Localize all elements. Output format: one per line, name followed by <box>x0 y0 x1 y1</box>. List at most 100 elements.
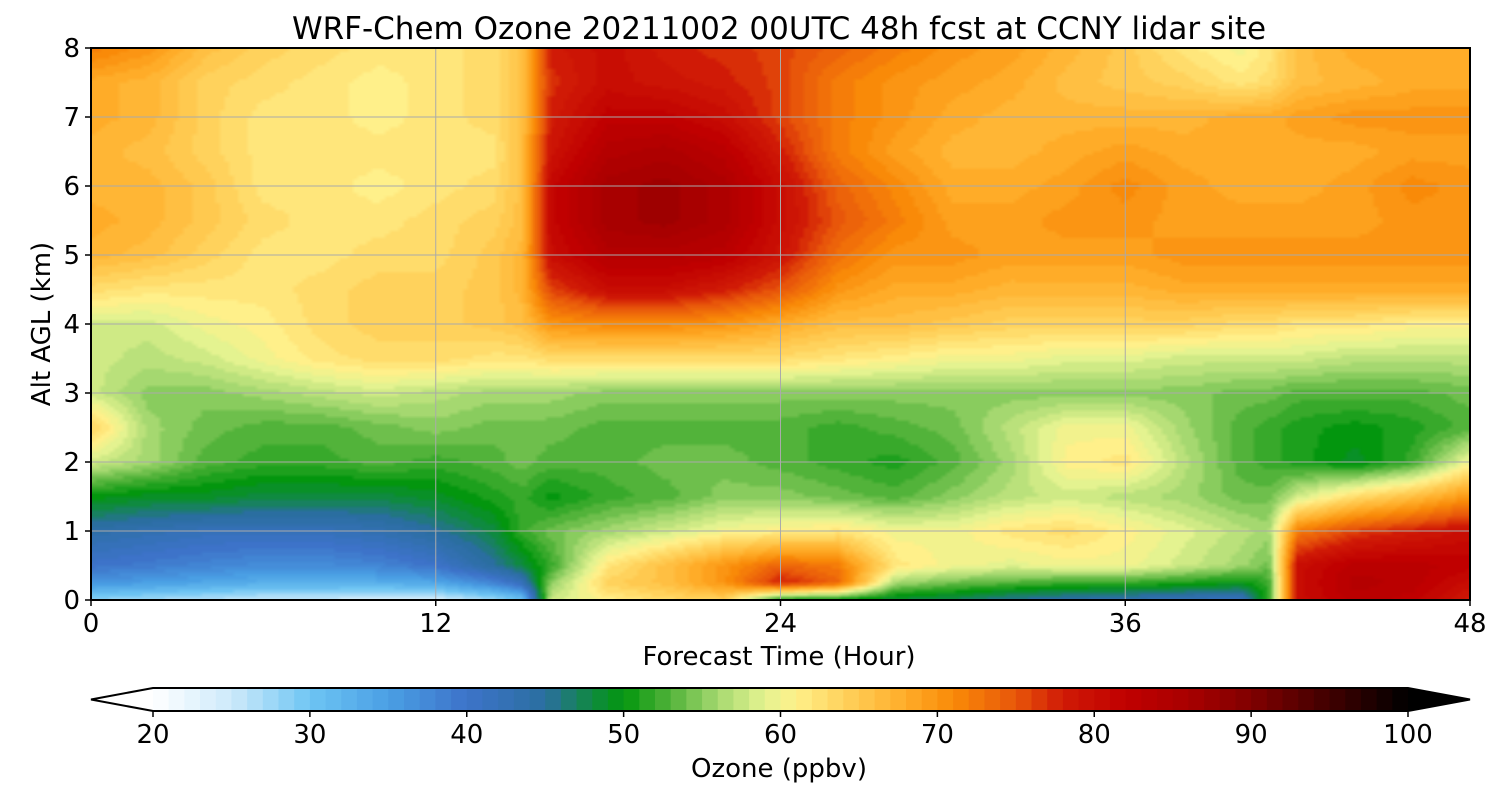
chart-title: WRF-Chem Ozone 20211002 00UTC 48h fcst a… <box>292 11 1266 47</box>
colorbar-bin <box>262 688 280 711</box>
colorbar-bin <box>843 688 860 711</box>
colorbar-bin <box>1219 688 1237 711</box>
colorbar-tick-label: 50 <box>607 720 640 750</box>
colorbar-bin <box>168 688 185 711</box>
colorbar-bin <box>796 688 813 711</box>
colorbar-bin <box>372 688 389 711</box>
colorbar-bin <box>1345 688 1362 711</box>
colorbar-bin <box>529 688 546 711</box>
colorbar-bin <box>906 688 923 711</box>
colorbar-bin <box>890 688 907 711</box>
colorbar-bin <box>1251 688 1268 711</box>
colorbar-bin <box>937 688 954 711</box>
x-tick-label: 36 <box>1109 609 1142 639</box>
colorbar-bin <box>984 688 1001 711</box>
colorbar-bin <box>404 688 421 711</box>
colorbar-bin <box>764 688 782 711</box>
y-axis-label: Alt AGL (km) <box>27 242 57 406</box>
colorbar-bin <box>1282 688 1299 711</box>
colorbar-bin <box>325 688 342 711</box>
colorbar-bin <box>153 688 170 711</box>
colorbar-bin <box>356 688 374 711</box>
colorbar-tick-label: 90 <box>1235 720 1268 750</box>
colorbar-bin <box>639 688 656 711</box>
colorbar: 20 30 40 50 60 70 80 90 100 <box>90 687 1471 750</box>
colorbar-bin <box>247 688 264 711</box>
colorbar-bin <box>1298 688 1315 711</box>
colorbar-bin <box>733 688 750 711</box>
x-tick-label: 24 <box>764 609 797 639</box>
y-tick-label: 4 <box>63 310 80 340</box>
colorbar-tick-label: 40 <box>450 720 483 750</box>
colorbar-bin <box>953 688 970 711</box>
x-axis-label: Forecast Time (Hour) <box>642 642 915 672</box>
colorbar-bin <box>200 688 217 711</box>
colorbar-bin <box>717 688 735 711</box>
colorbar-bin <box>1235 688 1252 711</box>
colorbar-bin <box>921 688 938 711</box>
y-tick-label: 8 <box>63 34 80 64</box>
colorbar-bin <box>1000 688 1017 711</box>
colorbar-tick-label: 70 <box>921 720 954 750</box>
colorbar-bin <box>1313 688 1331 711</box>
colorbar-extend-high <box>1408 688 1470 711</box>
colorbar-bin <box>1078 688 1095 711</box>
colorbar-bin <box>1015 688 1033 711</box>
colorbar-bin <box>388 688 405 711</box>
colorbar-bin <box>780 688 797 711</box>
plot-area <box>90 47 1471 601</box>
colorbar-bin <box>1172 688 1189 711</box>
colorbar-bin <box>231 688 248 711</box>
colorbar-bin <box>1204 688 1221 711</box>
colorbar-bin <box>1109 688 1127 711</box>
colorbar-bin <box>294 688 311 711</box>
colorbar-bin <box>215 688 233 711</box>
colorbar-bin <box>874 688 891 711</box>
y-tick-label: 6 <box>63 172 80 202</box>
colorbar-bin <box>482 688 499 711</box>
colorbar-extend-low <box>91 688 153 711</box>
x-tick-label: 0 <box>83 609 100 639</box>
colorbar-bin <box>858 688 876 711</box>
colorbar-bin <box>811 688 829 711</box>
colorbar-bin <box>466 688 484 711</box>
colorbar-bin <box>435 688 452 711</box>
colorbar-bin <box>419 688 436 711</box>
y-tick-label: 5 <box>63 241 80 271</box>
colorbar-bin <box>1031 688 1048 711</box>
colorbar-bin <box>560 688 578 711</box>
colorbar-bin <box>686 688 703 711</box>
colorbar-bin <box>545 688 562 711</box>
colorbar-bin <box>341 688 358 711</box>
colorbar-bin <box>1360 688 1378 711</box>
colorbar-bin <box>1125 688 1142 711</box>
colorbar-tick-label: 60 <box>764 720 797 750</box>
colorbar-tick-label: 80 <box>1078 720 1111 750</box>
colorbar-bin <box>1188 688 1205 711</box>
colorbar-bin <box>670 688 687 711</box>
colorbar-bin <box>278 688 295 711</box>
y-tick-label: 1 <box>63 517 80 547</box>
y-tick-label: 7 <box>63 103 80 133</box>
colorbar-bin <box>576 688 593 711</box>
colorbar-bin <box>1376 688 1393 711</box>
colorbar-bin <box>1141 688 1158 711</box>
y-axis: 0 1 2 3 4 5 6 7 8 <box>63 34 91 616</box>
colorbar-bin <box>184 688 201 711</box>
x-tick-label: 12 <box>419 609 452 639</box>
colorbar-bin <box>1329 688 1346 711</box>
colorbar-bin <box>1047 688 1064 711</box>
colorbar-bin <box>513 688 531 711</box>
colorbar-bin <box>607 688 625 711</box>
y-tick-label: 0 <box>63 586 80 616</box>
colorbar-bin <box>968 688 986 711</box>
y-tick-label: 2 <box>63 448 80 478</box>
x-axis: 0 12 24 36 48 <box>83 600 1487 639</box>
colorbar-bin <box>623 688 640 711</box>
colorbar-bin <box>1157 688 1174 711</box>
colorbar-bin <box>309 688 327 711</box>
x-tick-label: 48 <box>1453 609 1486 639</box>
colorbar-bin <box>498 688 515 711</box>
colorbar-label: Ozone (ppbv) <box>691 754 867 784</box>
